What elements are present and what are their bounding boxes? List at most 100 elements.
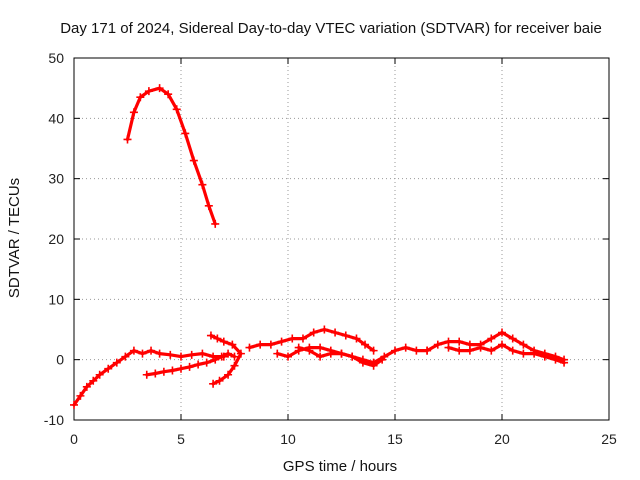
data-point: [177, 364, 185, 373]
data-point: [177, 352, 185, 361]
data-point: [369, 361, 378, 370]
data-point: [256, 340, 265, 349]
series-arc-mid-a: [245, 325, 378, 355]
x-axis: 0 5 10 15 20 25: [70, 58, 617, 447]
data-point: [508, 334, 517, 343]
data-point: [320, 325, 329, 334]
data-point: [465, 346, 474, 355]
data-point: [487, 334, 496, 343]
data-point: [288, 334, 297, 343]
data-point: [331, 328, 340, 337]
data-point: [228, 340, 237, 349]
data-point: [476, 343, 485, 352]
x-tick-label: 5: [177, 431, 185, 447]
data-point: [309, 328, 318, 337]
data-point: [551, 355, 560, 364]
data-point: [352, 334, 361, 343]
data-point: [316, 352, 325, 361]
data-point: [277, 337, 286, 346]
series-arc-late-b: [444, 340, 569, 367]
data-point: [230, 361, 239, 370]
data-point: [540, 352, 549, 361]
y-axis: -10 0 10 20 30 40 50: [44, 50, 609, 428]
data-point: [194, 360, 203, 369]
data-point: [455, 346, 464, 355]
data-point: [213, 334, 222, 343]
y-tick-label: 20: [48, 231, 64, 247]
data-point: [211, 219, 220, 228]
data-point: [144, 87, 153, 96]
data-point: [187, 350, 196, 359]
series-arc-late-a: [423, 328, 569, 364]
data-point: [155, 84, 164, 93]
data-point: [198, 180, 207, 189]
x-tick-label: 15: [387, 431, 403, 447]
data-point: [217, 352, 226, 361]
series-trace: [72, 349, 226, 407]
data-point: [348, 352, 357, 361]
data-point: [236, 349, 245, 358]
data-point: [224, 370, 233, 379]
y-axis-label: SDTVAR / TECUs: [6, 178, 23, 298]
data-point: [215, 376, 224, 385]
series-arc-high: [123, 84, 220, 228]
data-point: [70, 400, 78, 409]
series-arc-rise: [70, 346, 228, 409]
x-tick-label: 25: [601, 431, 617, 447]
data-point: [487, 346, 496, 355]
data-point: [112, 358, 121, 367]
data-point: [82, 382, 91, 391]
data-point: [508, 346, 517, 355]
data-point: [181, 129, 190, 138]
x-tick-label: 0: [70, 431, 78, 447]
data-point: [530, 349, 539, 358]
data-point: [273, 349, 282, 358]
data-point: [129, 346, 138, 355]
data-point: [391, 346, 399, 355]
data-point: [433, 340, 442, 349]
series-arc-low: [142, 349, 239, 379]
x-tick-label: 10: [280, 431, 296, 447]
chart-title: Day 171 of 2024, Sidereal Day-to-day VTE…: [60, 20, 602, 37]
data-point: [142, 370, 151, 379]
data-point: [498, 328, 506, 337]
data-point: [164, 90, 173, 99]
data-point: [129, 108, 138, 117]
data-point: [121, 352, 130, 361]
data-point: [202, 358, 211, 367]
data-point: [294, 343, 303, 352]
data-point: [204, 201, 213, 210]
data-point: [147, 346, 156, 355]
data-point: [358, 358, 367, 367]
data-point: [198, 349, 207, 358]
data-point: [166, 350, 175, 359]
data-point: [209, 379, 218, 388]
data-point: [189, 156, 198, 165]
y-tick-label: 0: [56, 352, 64, 368]
data-point: [412, 346, 421, 355]
series-trace: [125, 86, 217, 226]
y-tick-label: -10: [44, 412, 64, 428]
data-point: [151, 369, 160, 378]
data-point: [76, 391, 85, 400]
data-point: [168, 366, 177, 375]
series-arc-mid-c: [294, 343, 387, 370]
y-tick-label: 50: [48, 50, 64, 66]
series-arc-hook: [206, 331, 245, 388]
data-point: [224, 349, 233, 358]
x-tick-label: 20: [494, 431, 510, 447]
data-point: [361, 340, 370, 349]
data-point: [136, 93, 145, 102]
data-point: [266, 340, 275, 349]
data-point: [305, 346, 314, 355]
data-point: [219, 337, 228, 346]
data-point: [498, 340, 506, 349]
data-point: [369, 346, 378, 355]
y-tick-label: 30: [48, 171, 64, 187]
data-point: [423, 346, 432, 355]
grid: [74, 58, 609, 420]
y-tick-label: 10: [48, 291, 64, 307]
data-point: [245, 343, 254, 352]
data-point: [298, 334, 307, 343]
